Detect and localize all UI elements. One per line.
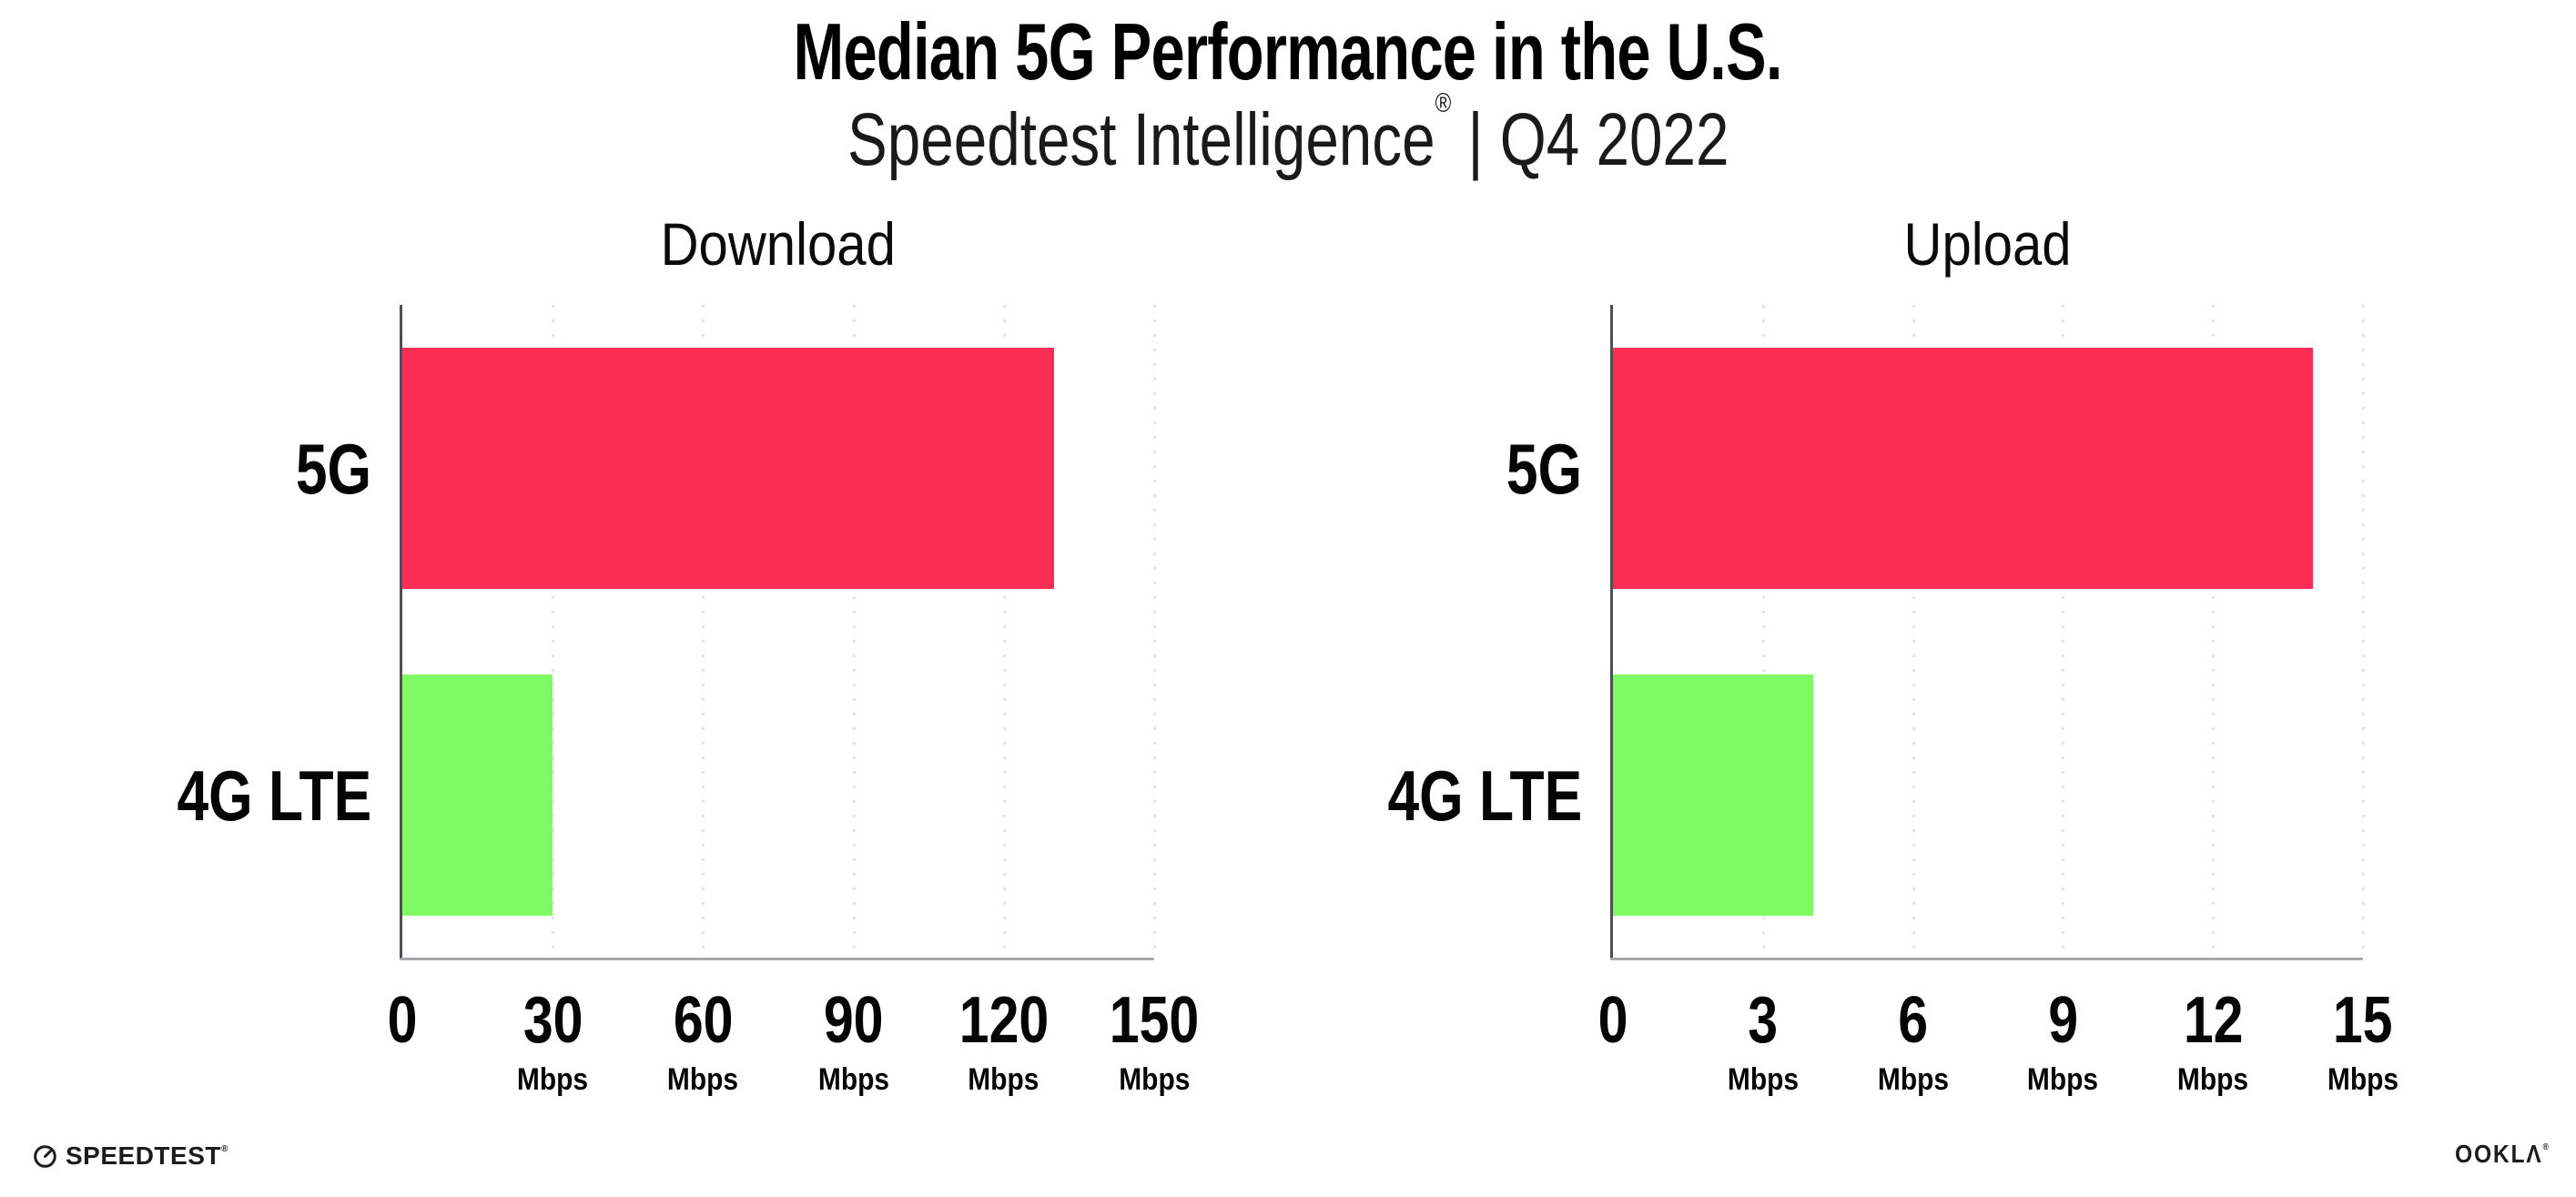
upload-plot-area xyxy=(1610,305,2365,960)
bar-4g-lte xyxy=(402,675,553,916)
gridline-6 xyxy=(1912,305,1915,959)
x-tick-120: 120 Mbps xyxy=(949,988,1059,1095)
x-tick-value: 120 xyxy=(958,984,1050,1057)
page-subtitle: Speedtest Intelligence® | Q4 2022 xyxy=(0,89,2576,179)
x-tick-unit: Mbps xyxy=(817,1062,889,1097)
speedtest-registered-mark: ® xyxy=(220,1144,228,1154)
x-tick-value: 3 xyxy=(1748,984,1779,1057)
download-y-axis-line xyxy=(400,305,402,959)
registered-mark: ® xyxy=(1435,88,1452,118)
x-tick-15: 15 Mbps xyxy=(2323,988,2404,1095)
gridline-9 xyxy=(2062,305,2065,959)
category-label-5g: 5G xyxy=(1506,428,1582,509)
gridline-90 xyxy=(852,305,856,959)
x-tick-unit: Mbps xyxy=(1877,1062,1949,1097)
x-tick-90: 90 Mbps xyxy=(813,988,894,1095)
download-x-axis-line xyxy=(400,958,1154,960)
x-tick-unit: Mbps xyxy=(517,1062,589,1097)
subtitle-brand: Speedtest Intelligence xyxy=(847,98,1435,181)
ookla-registered-mark: ® xyxy=(2542,1142,2549,1152)
x-tick-unit: Mbps xyxy=(2027,1062,2099,1097)
x-tick-6: 6 Mbps xyxy=(1872,988,1953,1095)
x-tick-unit: Mbps xyxy=(1118,1062,1191,1097)
x-tick-value: 150 xyxy=(1109,984,1200,1057)
page-title: Median 5G Performance in the U.S. xyxy=(0,6,2576,96)
speedtest-gauge-icon xyxy=(34,1144,56,1168)
x-tick-unit: Mbps xyxy=(1727,1062,1799,1097)
x-tick-value: 6 xyxy=(1898,984,1929,1057)
x-tick-value: 15 xyxy=(2333,984,2393,1057)
upload-chart: Upload 5G 4G LTE 0 3 Mbps 6 Mbps 9 Mbps 12 Mbps 15… xyxy=(1387,214,2399,1095)
x-tick-value: 0 xyxy=(1597,984,1628,1057)
x-tick-value: 9 xyxy=(2047,984,2078,1057)
speedtest-wordmark: SPEEDTEST® xyxy=(66,1141,228,1170)
ookla-logo: OOKLΛ® xyxy=(2442,1141,2549,1167)
bar-5g xyxy=(1613,348,2314,589)
upload-y-axis-line xyxy=(1610,305,1613,959)
download-tick-labels: 0 30 Mbps 60 Mbps 90 Mbps 120 Mbps 150 Mbps xyxy=(388,988,1200,1142)
bar-4g-lte xyxy=(1613,675,1813,916)
x-tick-unit: Mbps xyxy=(2177,1062,2249,1097)
upload-tick-labels: 0 3 Mbps 6 Mbps 9 Mbps 12 Mbps 15 Mbps xyxy=(1598,988,2399,1142)
x-tick-0: 0 xyxy=(384,988,421,1053)
gridline-150 xyxy=(1153,305,1156,959)
subtitle-period: | Q4 2022 xyxy=(1451,98,1729,181)
upload-chart-title: Upload xyxy=(1903,210,2073,278)
x-tick-30: 30 Mbps xyxy=(512,988,593,1095)
download-chart: Download 5G 4G LTE 0 30 Mbps 60 Mbps 90 Mbps 120… xyxy=(177,214,1199,1095)
gridline-60 xyxy=(702,305,705,959)
gridline-3 xyxy=(1761,305,1765,959)
x-tick-value: 30 xyxy=(522,984,583,1057)
gridline-120 xyxy=(1002,305,1006,959)
x-tick-value: 12 xyxy=(2183,984,2244,1057)
gridline-15 xyxy=(2362,305,2365,959)
x-tick-unit: Mbps xyxy=(667,1062,739,1097)
x-tick-3: 3 Mbps xyxy=(1722,988,1803,1095)
x-tick-value: 0 xyxy=(387,984,418,1057)
page-title-text: Median 5G Performance in the U.S. xyxy=(793,6,1783,96)
x-tick-value: 60 xyxy=(673,984,734,1057)
gridline-12 xyxy=(2212,305,2216,959)
speedtest-logo: SPEEDTEST® xyxy=(33,1143,228,1169)
x-tick-150: 150 Mbps xyxy=(1100,988,1209,1095)
x-tick-9: 9 Mbps xyxy=(2023,988,2104,1095)
gridline-30 xyxy=(552,305,555,959)
x-tick-0: 0 xyxy=(1595,988,1631,1053)
x-tick-12: 12 Mbps xyxy=(2173,988,2254,1095)
category-label-5g: 5G xyxy=(295,428,371,509)
category-label-4g-lte: 4G LTE xyxy=(177,755,371,836)
ookla-wordmark: OOKLΛ® xyxy=(2455,1140,2549,1168)
upload-x-axis-line xyxy=(1610,958,2363,960)
x-tick-60: 60 Mbps xyxy=(663,988,744,1095)
x-tick-value: 90 xyxy=(823,984,884,1057)
x-tick-unit: Mbps xyxy=(2327,1062,2399,1097)
x-tick-unit: Mbps xyxy=(968,1062,1040,1097)
download-chart-title: Download xyxy=(660,210,897,278)
download-plot-area xyxy=(400,305,1156,960)
category-label-4g-lte: 4G LTE xyxy=(1387,755,1582,836)
page-subtitle-text: Speedtest Intelligence® | Q4 2022 xyxy=(847,89,1729,179)
bar-5g xyxy=(402,348,1054,589)
